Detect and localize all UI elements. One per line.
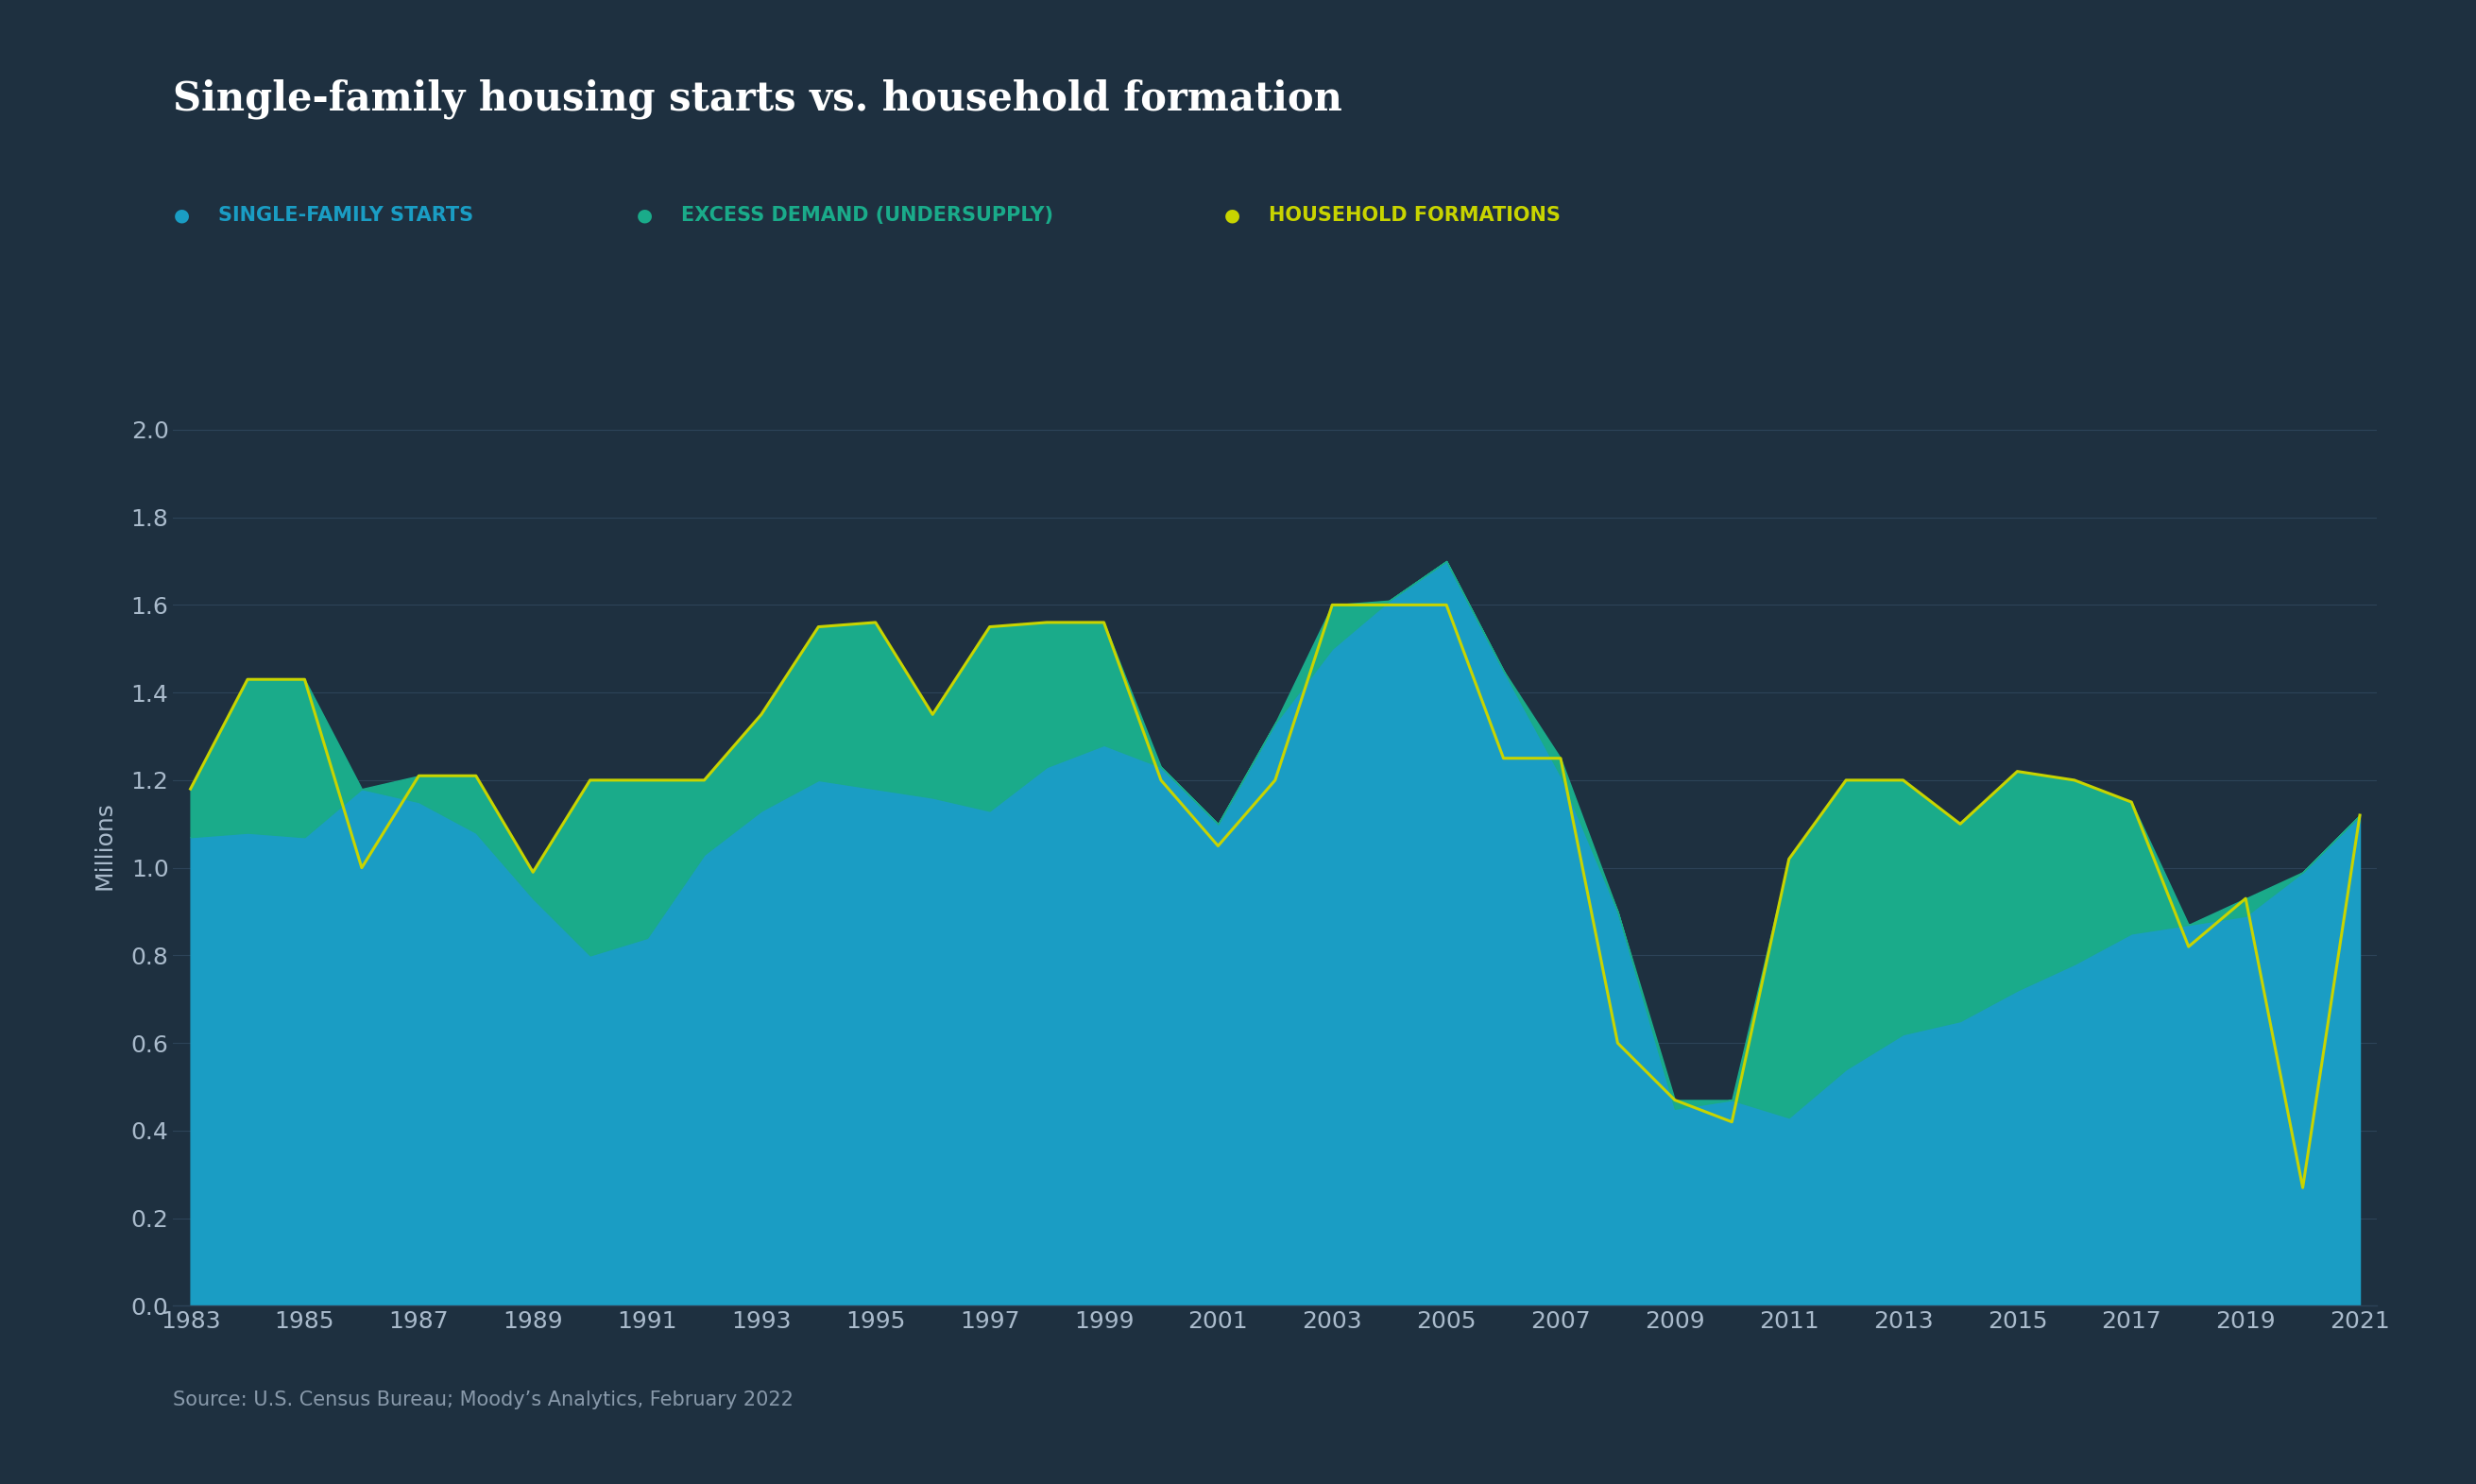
Text: ●: ● bbox=[636, 206, 651, 224]
Y-axis label: Millions: Millions bbox=[92, 801, 116, 890]
Text: ●: ● bbox=[1223, 206, 1240, 224]
Text: EXCESS DEMAND (UNDERSUPPLY): EXCESS DEMAND (UNDERSUPPLY) bbox=[681, 206, 1052, 224]
Text: ●: ● bbox=[173, 206, 188, 224]
Text: Source: U.S. Census Bureau; Moody’s Analytics, February 2022: Source: U.S. Census Bureau; Moody’s Anal… bbox=[173, 1391, 795, 1410]
Text: SINGLE-FAMILY STARTS: SINGLE-FAMILY STARTS bbox=[218, 206, 473, 224]
Text: Single-family housing starts vs. household formation: Single-family housing starts vs. househo… bbox=[173, 79, 1342, 119]
Text: HOUSEHOLD FORMATIONS: HOUSEHOLD FORMATIONS bbox=[1268, 206, 1560, 224]
